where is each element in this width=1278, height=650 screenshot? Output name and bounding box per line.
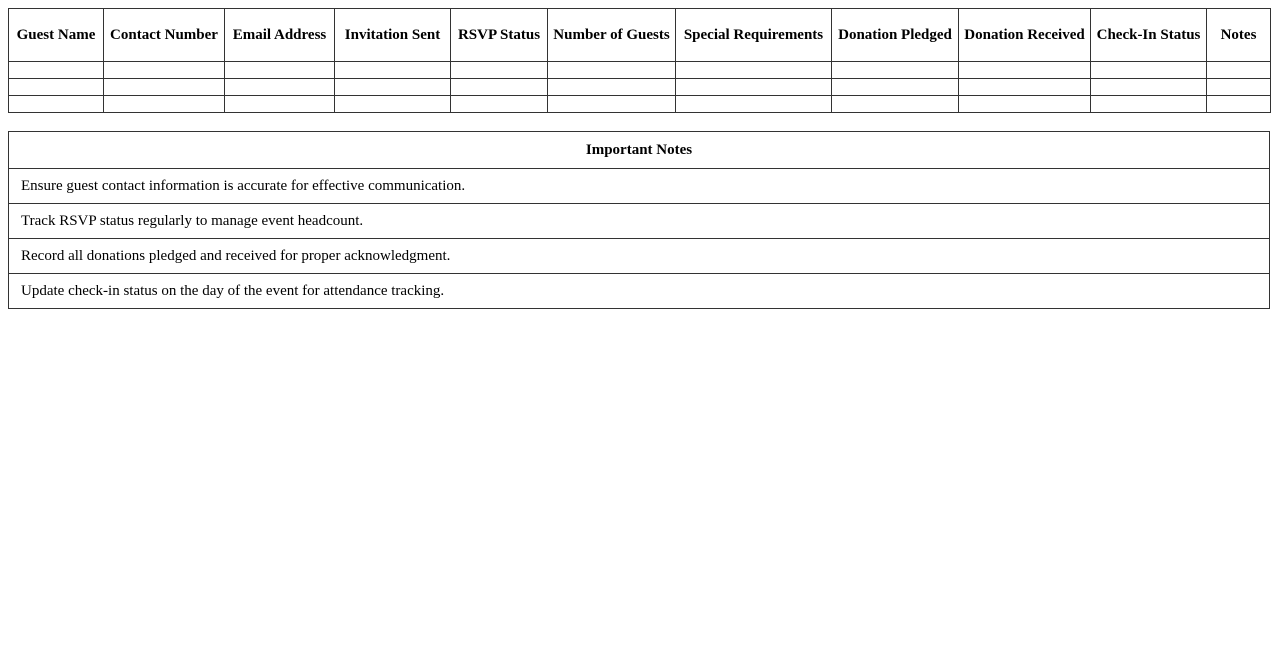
table-cell[interactable] — [450, 95, 548, 113]
table-cell[interactable] — [675, 61, 832, 79]
table-cell[interactable] — [1090, 78, 1207, 96]
header-donation-pledged: Donation Pledged — [831, 8, 959, 62]
table-row — [8, 95, 1271, 113]
table-cell[interactable] — [1090, 61, 1207, 79]
header-special-requirements: Special Requirements — [675, 8, 832, 62]
note-item: Ensure guest contact information is accu… — [8, 168, 1270, 204]
table-row — [8, 78, 1271, 96]
note-item: Update check-in status on the day of the… — [8, 273, 1270, 309]
header-row: Guest Name Contact Number Email Address … — [8, 8, 1271, 62]
table-cell[interactable] — [224, 95, 335, 113]
table-cell[interactable] — [450, 61, 548, 79]
table-cell[interactable] — [831, 95, 959, 113]
table-cell[interactable] — [1206, 78, 1271, 96]
header-guest-name: Guest Name — [8, 8, 104, 62]
table-cell[interactable] — [1206, 95, 1271, 113]
notes-title: Important Notes — [8, 131, 1270, 169]
table-cell[interactable] — [103, 61, 225, 79]
header-contact-number: Contact Number — [103, 8, 225, 62]
table-cell[interactable] — [675, 78, 832, 96]
table-cell[interactable] — [1090, 95, 1207, 113]
important-notes-table: Important Notes Ensure guest contact inf… — [8, 131, 1270, 309]
table-cell[interactable] — [831, 78, 959, 96]
header-number-of-guests: Number of Guests — [547, 8, 676, 62]
header-donation-received: Donation Received — [958, 8, 1091, 62]
table-cell[interactable] — [675, 95, 832, 113]
table-cell[interactable] — [224, 61, 335, 79]
header-email-address: Email Address — [224, 8, 335, 62]
table-cell[interactable] — [224, 78, 335, 96]
header-check-in-status: Check-In Status — [1090, 8, 1207, 62]
table-cell[interactable] — [831, 61, 959, 79]
table-cell[interactable] — [450, 78, 548, 96]
table-cell[interactable] — [334, 78, 451, 96]
note-item: Record all donations pledged and receive… — [8, 238, 1270, 274]
header-notes: Notes — [1206, 8, 1271, 62]
note-item: Track RSVP status regularly to manage ev… — [8, 203, 1270, 239]
table-cell[interactable] — [958, 61, 1091, 79]
table-cell[interactable] — [547, 78, 676, 96]
table-cell[interactable] — [1206, 61, 1271, 79]
table-cell[interactable] — [8, 78, 104, 96]
guest-table: Guest Name Contact Number Email Address … — [8, 8, 1271, 113]
table-cell[interactable] — [958, 95, 1091, 113]
table-cell[interactable] — [334, 61, 451, 79]
header-rsvp-status: RSVP Status — [450, 8, 548, 62]
table-cell[interactable] — [103, 95, 225, 113]
table-row — [8, 61, 1271, 79]
table-cell[interactable] — [547, 61, 676, 79]
table-cell[interactable] — [334, 95, 451, 113]
table-cell[interactable] — [103, 78, 225, 96]
table-cell[interactable] — [958, 78, 1091, 96]
table-cell[interactable] — [8, 61, 104, 79]
header-invitation-sent: Invitation Sent — [334, 8, 451, 62]
table-cell[interactable] — [8, 95, 104, 113]
table-cell[interactable] — [547, 95, 676, 113]
